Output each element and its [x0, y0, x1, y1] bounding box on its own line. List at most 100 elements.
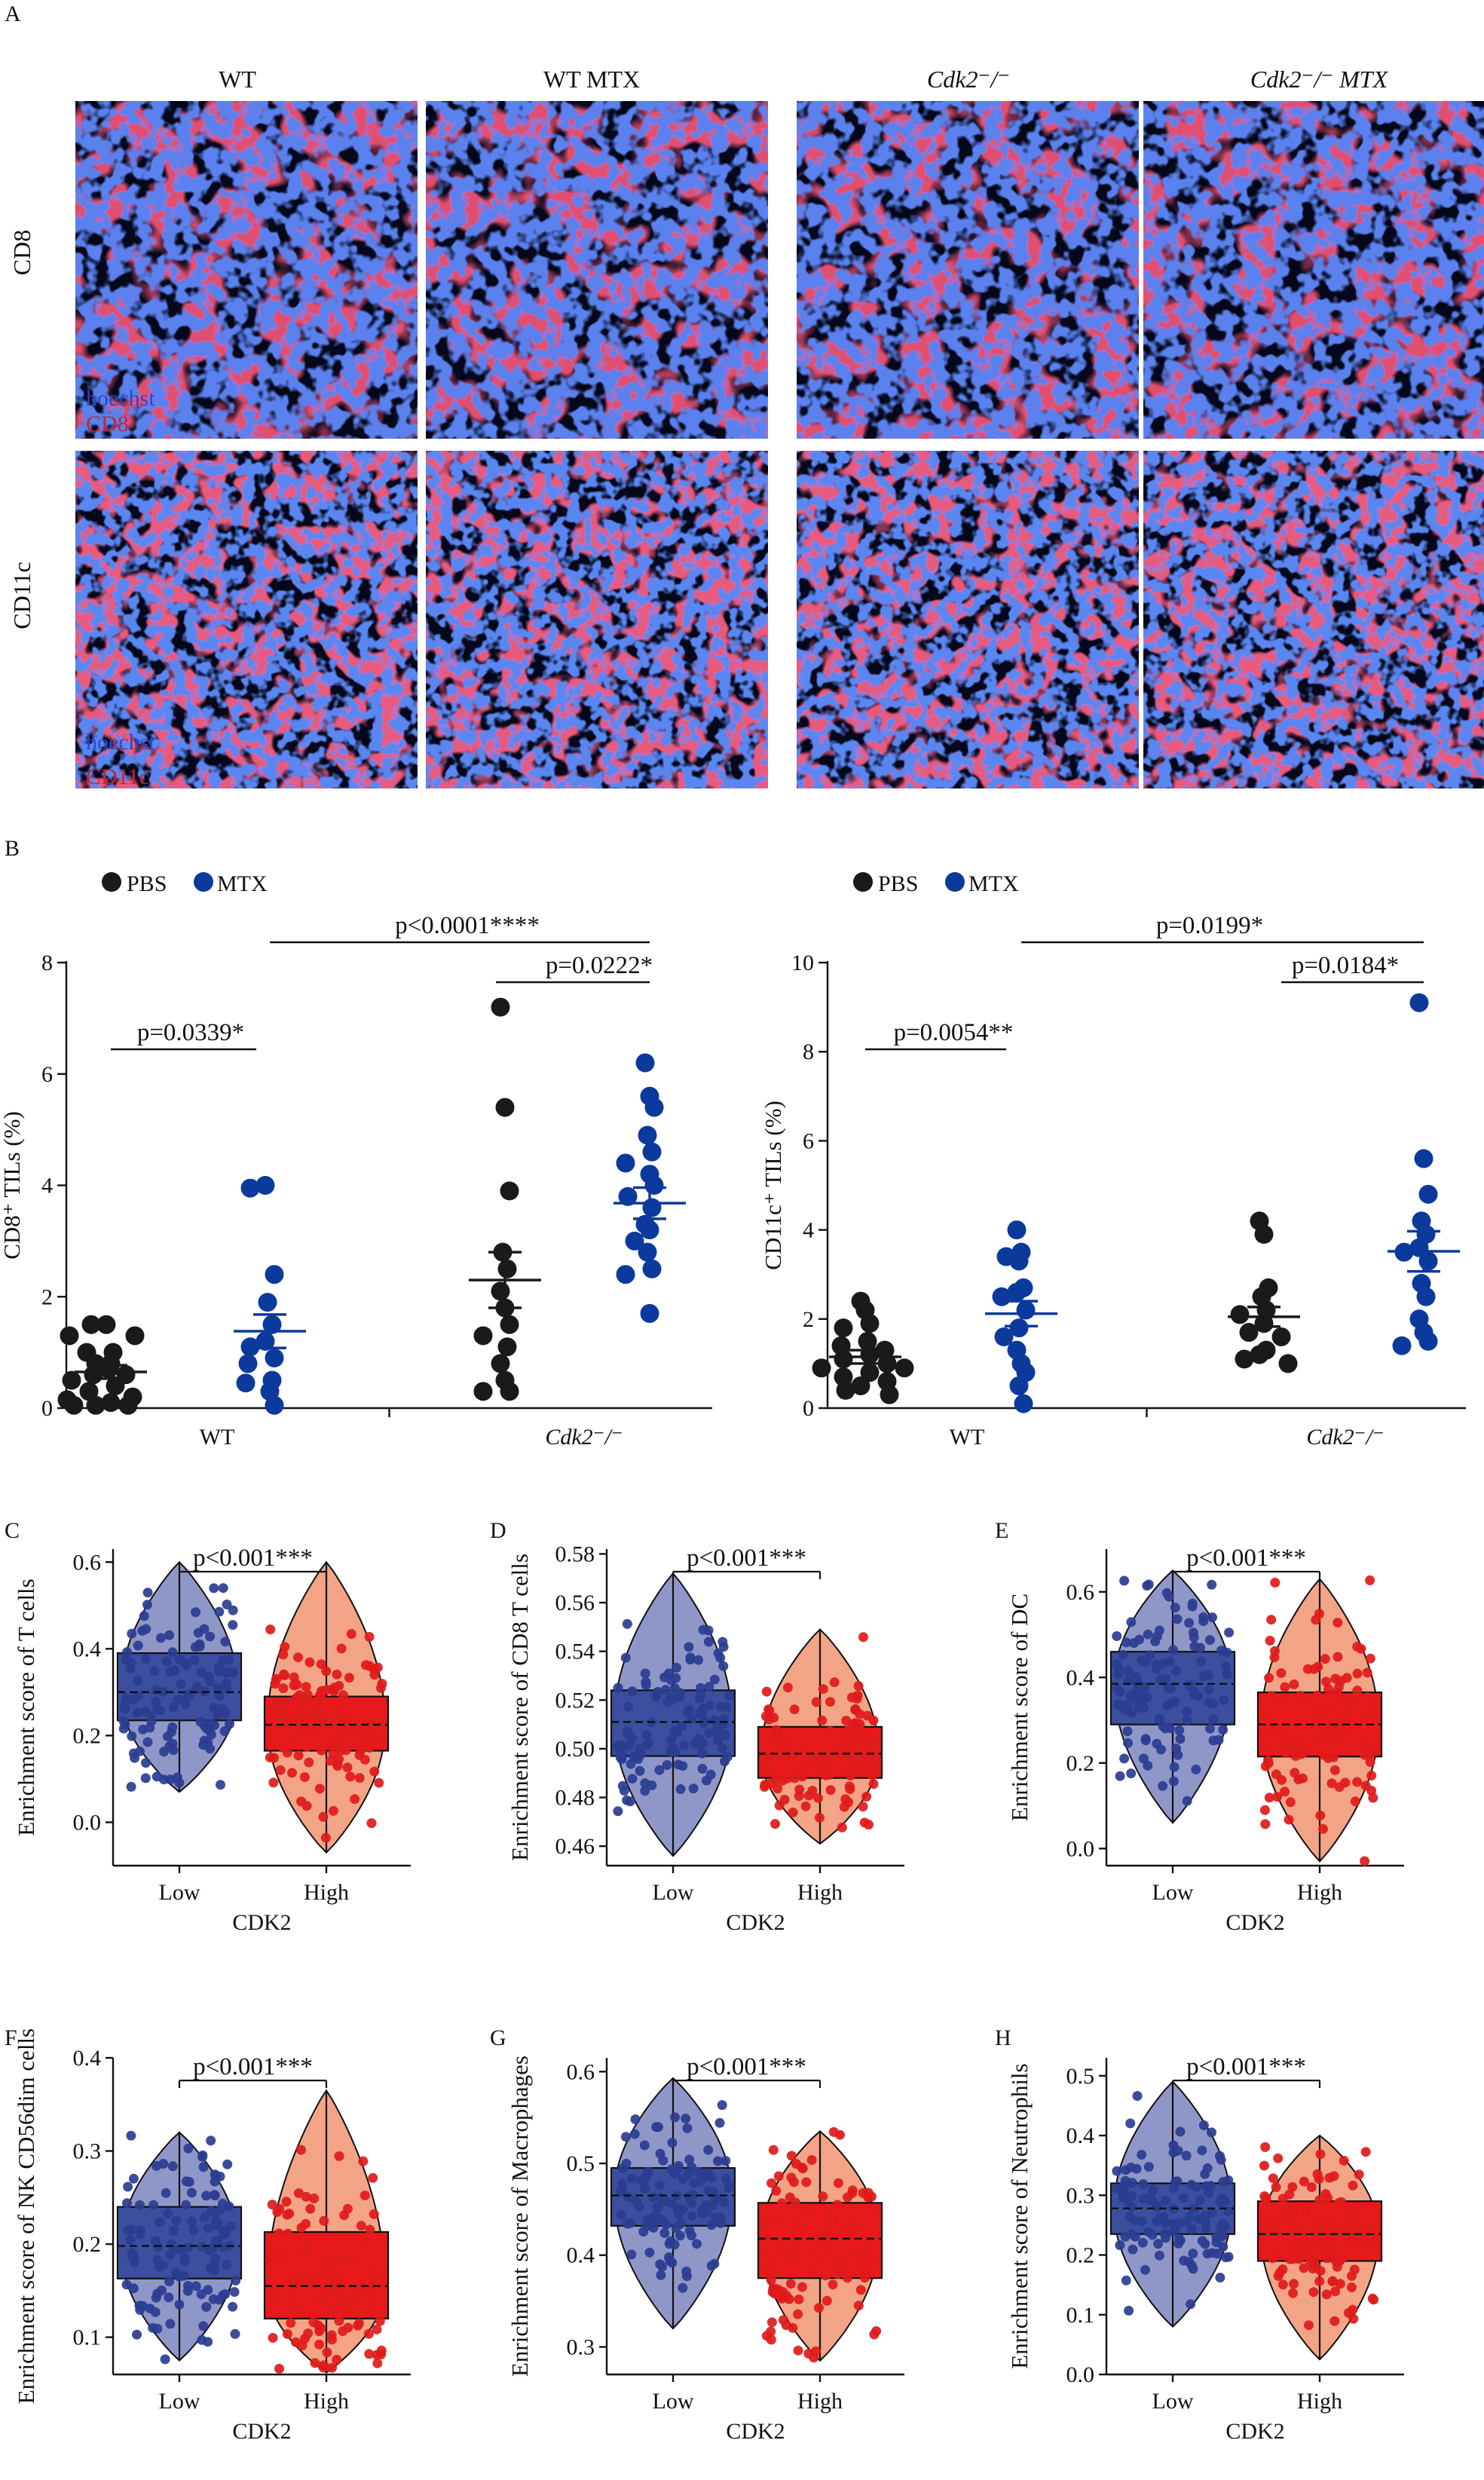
chart-e-point [1143, 1629, 1153, 1640]
chart-g-point [667, 2138, 678, 2148]
chart-d-point [817, 1715, 828, 1725]
chart-d-point [718, 1661, 729, 1671]
chart-h-point [1161, 2233, 1171, 2243]
chart-c-point [132, 1707, 142, 1718]
chart-f-point [360, 2191, 370, 2200]
stain-label-cd11c: CD11c [86, 764, 149, 789]
chart-d-point [773, 1783, 783, 1794]
bright-x-group-label: WT [950, 1425, 985, 1450]
chart-h-point [1167, 2227, 1178, 2237]
chart-d-point [850, 1737, 861, 1747]
chart-c-point [304, 1657, 315, 1667]
chart-e-point [1195, 1643, 1205, 1653]
bleft-dot [265, 1395, 284, 1415]
chart-e-point [1115, 1686, 1125, 1697]
chart-g-point [870, 2206, 880, 2217]
chart-g-point [866, 2191, 877, 2202]
chart-h-point [1188, 2249, 1198, 2258]
chart-c-point [146, 1711, 156, 1722]
chart-f-point [372, 2358, 383, 2368]
chart-g-point [657, 2261, 667, 2272]
chart-g-point [717, 2100, 727, 2111]
chart-g-point [615, 2186, 626, 2197]
chart-d-point [662, 1697, 673, 1707]
chart-h-point [1325, 2237, 1336, 2247]
chart-e-point [1272, 1792, 1283, 1802]
chart-e-point [1281, 1748, 1291, 1758]
micrograph-grid [75, 101, 1484, 788]
chart-h-y-tick-label: 0.4 [1066, 2123, 1095, 2148]
chart-e-point [1112, 1631, 1122, 1641]
chart-e-point [1333, 1652, 1343, 1662]
bright-dot [836, 1380, 855, 1400]
chart-c-point [350, 1794, 360, 1805]
chart-e-point [1259, 1708, 1269, 1719]
chart-g-point [666, 2236, 676, 2246]
chart-g-point [654, 2180, 665, 2191]
chart-c-y-tick-label: 0.6 [73, 1550, 102, 1575]
chart-d-point [675, 1692, 685, 1702]
chart-c-point [316, 1659, 326, 1670]
chart-d-point [724, 1690, 734, 1701]
chart-c-point [199, 1624, 210, 1634]
chart-g-point [685, 2193, 696, 2203]
chart-h-point [1217, 2231, 1228, 2242]
chart-d-point [613, 1682, 623, 1693]
chart-d-point [867, 1761, 877, 1771]
chart-c-point [222, 1600, 232, 1609]
chart-e-point [1131, 1675, 1142, 1685]
chart-h-point [1348, 2304, 1358, 2315]
chart-h-point [1154, 2250, 1164, 2261]
chart-f-x-label: CDK2 [232, 2419, 291, 2444]
chart-c-point [301, 1741, 312, 1752]
bleft-dot [625, 1231, 644, 1251]
chart-c-point [309, 1707, 320, 1718]
col-title-wt: WT [219, 66, 256, 93]
chart-d-point [696, 1682, 705, 1693]
bleft-dot [240, 1337, 260, 1357]
chart-d-point [845, 1754, 855, 1765]
chart-h-point [1259, 2160, 1269, 2171]
chart-f-point [286, 2318, 296, 2328]
chart-e-point [1218, 1725, 1229, 1735]
chart-g-point [833, 2269, 843, 2279]
chart-d-point [613, 1740, 623, 1750]
chart-e-x-tick-label: Low [1152, 1880, 1194, 1905]
chart-f-point [354, 2318, 364, 2328]
chart-e-point [1129, 1638, 1139, 1649]
chart-h-point [1304, 2320, 1314, 2331]
chart-f-point [198, 2162, 209, 2172]
chart-e-point [1362, 1667, 1372, 1678]
chart-f-point [363, 2328, 374, 2339]
chart-f-point [306, 2240, 316, 2249]
chart-g-point [771, 2185, 782, 2196]
chart-c-x-tick-label: High [304, 1880, 349, 1905]
chart-d-point [672, 1662, 681, 1673]
chart-e-point [1315, 1811, 1326, 1820]
chart-g-point [687, 2211, 697, 2221]
chart-c-point [332, 1741, 342, 1751]
chart-d-point [675, 1784, 686, 1794]
bright-dot [812, 1358, 831, 1378]
chart-e-point [1365, 1575, 1375, 1585]
chart-f-point [187, 2216, 197, 2227]
chart-h-point [1143, 2162, 1154, 2172]
bleft-y-tick-label: 8 [41, 951, 53, 975]
chart-c-point [218, 1583, 228, 1594]
chart-c-x-label: CDK2 [232, 1910, 291, 1935]
chart-e-point [1287, 1741, 1297, 1752]
chart-g-point [721, 2173, 731, 2184]
chart-g-x-label: CDK2 [726, 2419, 785, 2444]
chart-f-point [301, 2218, 311, 2229]
chart-g-point [818, 2191, 828, 2202]
chart-c-point [320, 1832, 331, 1843]
chart-c-point [364, 1632, 375, 1642]
chart-f-point [339, 2210, 350, 2221]
chart-d-point [647, 1780, 657, 1790]
chart-f-point [335, 2290, 346, 2301]
chart-c-point [277, 1742, 288, 1752]
bright-dot [1418, 1331, 1438, 1351]
chart-h-point [1179, 2193, 1189, 2203]
chart-g-point [658, 2155, 669, 2166]
chart-d-point [825, 1785, 836, 1796]
